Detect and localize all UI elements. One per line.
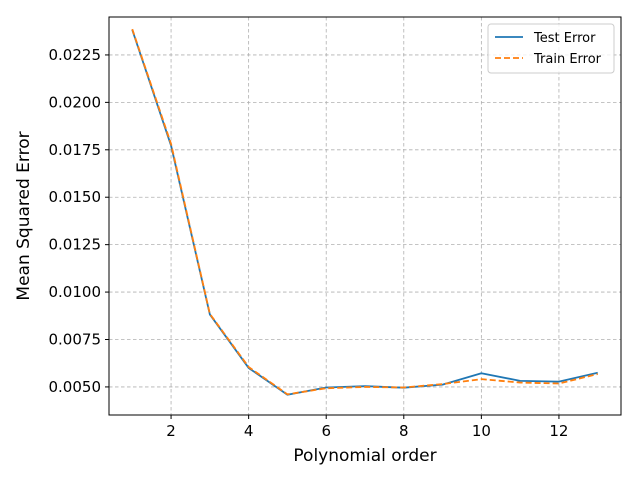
- plot-frame: [108, 16, 622, 416]
- y-tick-label: 0.0225: [49, 46, 102, 64]
- y-tick-label: 0.0100: [49, 283, 102, 301]
- x-tick-label: 10: [472, 422, 491, 440]
- legend-label-test-error: Test Error: [533, 31, 596, 46]
- y-axis-label: Mean Squared Error: [14, 131, 34, 300]
- x-axis-label: Polynomial order: [293, 446, 436, 466]
- y-tick-label: 0.0175: [49, 141, 102, 159]
- x-tick-label: 8: [399, 422, 409, 440]
- legend: Test Error Train Error: [487, 23, 615, 74]
- y-tick-label: 0.0075: [49, 330, 102, 348]
- tick-layer: 2 4 6 8 10 12 0.0050 0.0075 0.0100 0.0125 0.0150 0.…: [49, 46, 569, 440]
- series-layer: [131, 28, 598, 396]
- y-tick-label: 0.0050: [49, 378, 102, 396]
- y-tick-label: 0.0200: [49, 93, 102, 111]
- x-tick-label: 2: [166, 422, 176, 440]
- series-line-train-error: [131, 28, 598, 396]
- x-tick-label: 4: [244, 422, 254, 440]
- y-tick-label: 0.0125: [49, 236, 102, 254]
- x-tick-label: 12: [549, 422, 568, 440]
- y-tick-label: 0.0150: [49, 188, 102, 206]
- legend-label-train-error: Train Error: [533, 52, 602, 67]
- x-tick-label: 6: [321, 422, 331, 440]
